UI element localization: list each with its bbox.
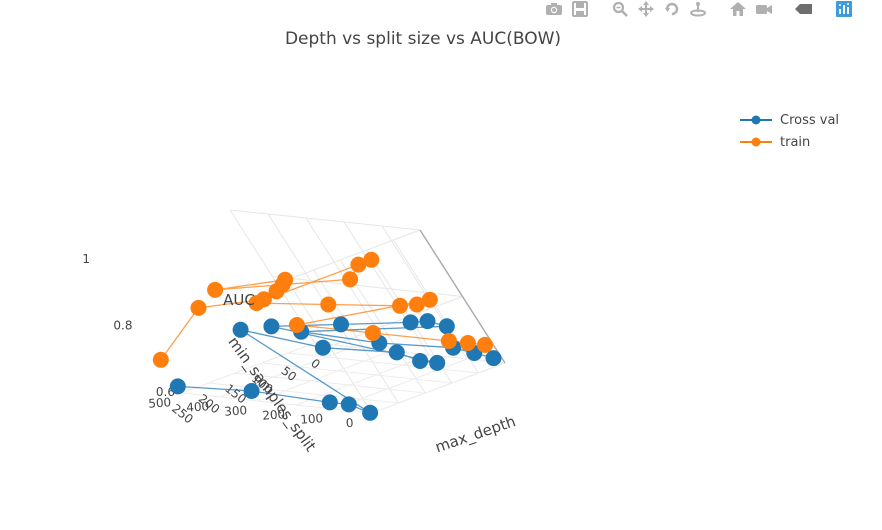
z-tick-label: 0.8 (113, 319, 132, 333)
grid-line-floor (295, 354, 430, 406)
data-point[interactable] (255, 291, 272, 308)
save-icon[interactable] (570, 1, 590, 17)
grid-line-floor (261, 362, 452, 384)
reset-camera-icon[interactable] (728, 1, 748, 17)
z-tick-label: 1 (82, 252, 90, 266)
data-point[interactable] (477, 336, 493, 353)
data-point[interactable] (438, 318, 455, 335)
data-point[interactable] (392, 297, 408, 314)
data-point[interactable] (485, 350, 502, 367)
turntable-rotation-icon[interactable] (688, 1, 708, 17)
data-point[interactable] (288, 317, 305, 333)
data-point[interactable] (152, 351, 169, 368)
data-point[interactable] (362, 404, 379, 421)
data-point[interactable] (333, 316, 349, 333)
grid-line-floor (333, 358, 468, 410)
series-points[interactable] (152, 251, 502, 421)
grid-line-floor (219, 346, 354, 398)
grid-line-floor (181, 392, 373, 414)
legend-label-train: train (780, 134, 811, 150)
legend-item-train[interactable]: train (738, 131, 839, 153)
legend-swatch-cross-val (740, 115, 772, 125)
data-point[interactable] (388, 344, 405, 361)
legend: Cross val train (738, 109, 839, 153)
data-point[interactable] (421, 291, 438, 308)
data-point[interactable] (440, 333, 457, 349)
grid-line-auc (329, 296, 463, 347)
data-point[interactable] (402, 314, 419, 331)
legend-label-cross-val: Cross val (780, 112, 840, 128)
data-point[interactable] (408, 296, 425, 313)
zoom-icon[interactable] (610, 1, 630, 17)
x-axis-label: max_depth (433, 412, 518, 457)
chart-title: Depth vs split size vs AUC(BOW) (284, 29, 562, 49)
data-point[interactable] (419, 313, 436, 330)
grid-line-auc (286, 229, 421, 281)
data-point[interactable] (207, 281, 224, 298)
data-point[interactable] (363, 251, 380, 268)
grid-line-floor (235, 372, 426, 394)
legend-item-cross-val[interactable]: Cross val (738, 109, 839, 131)
data-point[interactable] (340, 396, 357, 413)
y-tick-label: 100 (300, 411, 324, 427)
data-point[interactable] (350, 256, 367, 273)
data-point[interactable] (232, 321, 249, 338)
grid-line-floor (257, 350, 392, 402)
y-tick-label: 400 (186, 399, 210, 415)
data-point[interactable] (243, 383, 260, 399)
y-tick-label: 200 (262, 407, 286, 423)
data-point[interactable] (190, 299, 207, 316)
data-point[interactable] (263, 318, 280, 335)
data-point[interactable] (169, 378, 186, 395)
pan-icon[interactable] (636, 1, 656, 17)
y-tick-label: 500 (148, 395, 172, 411)
y-tick-label: 0 (345, 416, 354, 430)
toggle-hover-icon[interactable] (794, 1, 814, 17)
data-point[interactable] (314, 339, 331, 356)
data-point[interactable] (364, 325, 381, 341)
legend-swatch-train (740, 137, 772, 147)
data-point[interactable] (429, 354, 446, 371)
reset-last-view-icon[interactable] (754, 1, 774, 17)
orbit-rotation-icon[interactable] (662, 1, 682, 17)
grid-line-floor (181, 342, 316, 394)
grid-line-auc (229, 209, 421, 231)
modebar (544, 0, 854, 18)
grid-line-floor (208, 382, 399, 404)
data-point[interactable] (412, 353, 429, 369)
grid-line-floor (371, 362, 506, 414)
data-point[interactable] (320, 296, 337, 313)
plotly-logo-icon[interactable] (834, 1, 854, 17)
z-axis-label: AUC (223, 291, 255, 309)
data-point[interactable] (321, 394, 338, 411)
camera-icon[interactable] (544, 1, 564, 17)
data-point[interactable] (277, 271, 294, 288)
data-point[interactable] (459, 335, 476, 351)
grid-line-floor (288, 352, 479, 374)
data-point[interactable] (268, 283, 285, 300)
data-point[interactable] (342, 271, 359, 288)
y-tick-label: 300 (224, 403, 248, 419)
